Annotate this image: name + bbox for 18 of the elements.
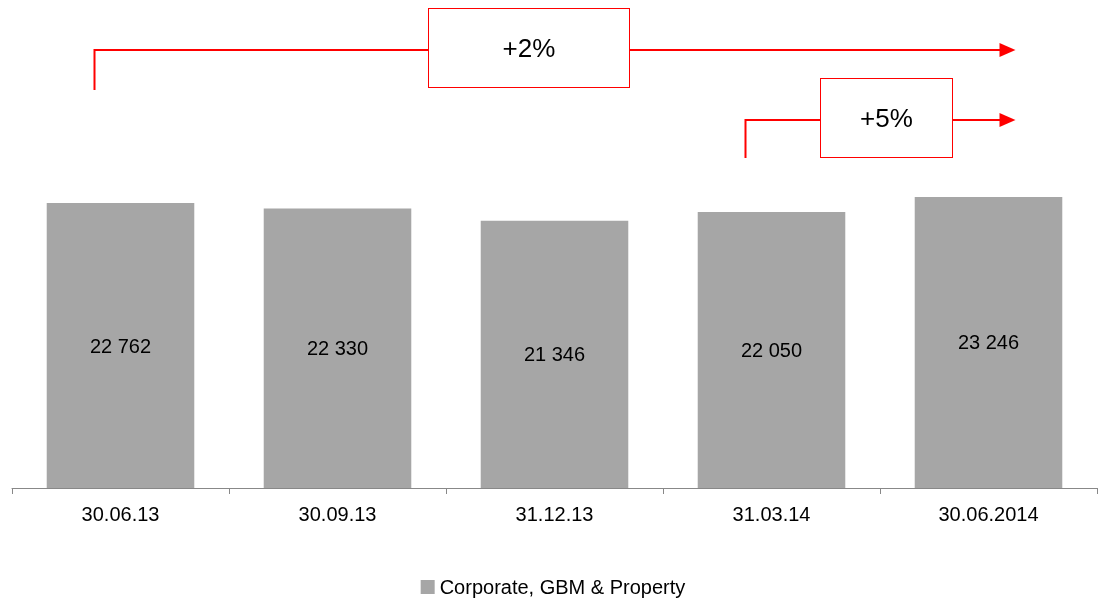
data-label: 21 346	[523, 343, 586, 366]
x-tick-label: 30.09.13	[298, 503, 377, 525]
data-label: 22 330	[306, 337, 369, 360]
label-box: +2%	[428, 8, 630, 88]
bar	[697, 211, 846, 488]
x-tick-label: 31.03.14	[732, 503, 811, 525]
bar	[480, 220, 629, 488]
data-label: 22 050	[740, 338, 803, 361]
data-label: 22 762	[89, 334, 152, 357]
x-tick-label: 30.06.13	[81, 503, 160, 525]
bar	[46, 203, 195, 488]
bar	[263, 208, 412, 488]
data-label: 23 246	[957, 331, 1020, 354]
label-box: +5%	[820, 78, 953, 158]
bar	[914, 196, 1063, 488]
x-tick-label: 31.12.13	[515, 503, 594, 525]
x-tick-label: 30.06.2014	[938, 503, 1039, 525]
legend-label: Corporate, GBM & Property	[439, 576, 686, 598]
